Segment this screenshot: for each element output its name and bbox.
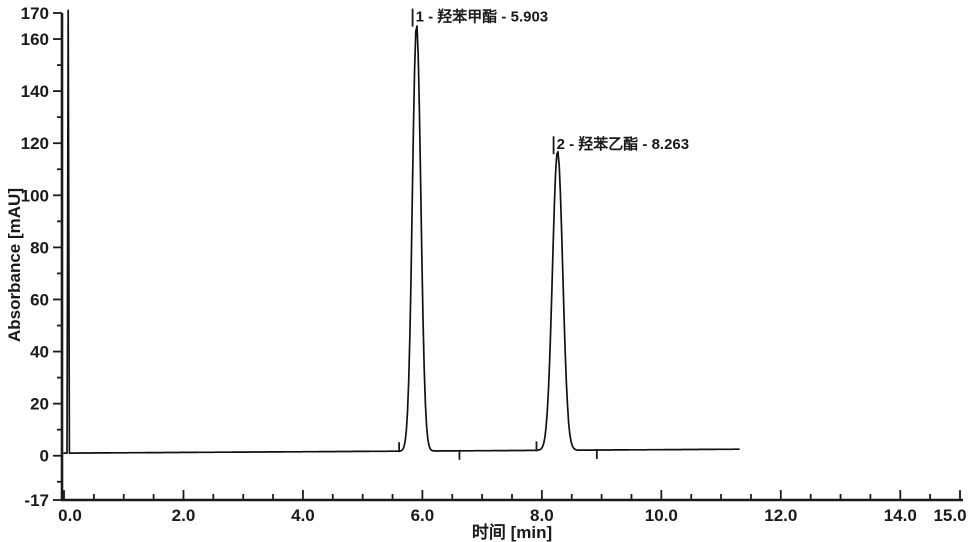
- y-axis-tick-label: 160: [21, 30, 49, 49]
- x-axis-tick-label: 4.0: [291, 506, 315, 525]
- peak1-label: 1 - 羟苯甲酯 - 5.903: [416, 8, 549, 26]
- x-axis-tick-label: 12.0: [764, 506, 797, 525]
- chromatogram-trace: [63, 9, 740, 454]
- y-axis-tick-label: 40: [30, 343, 49, 362]
- peak-annotations: 1 - 羟苯甲酯 - 5.903 2 - 羟苯乙酯 - 8.263: [411, 8, 690, 155]
- x-axis-tick-label: 0.0: [58, 506, 82, 525]
- y-axis-title: Absorbance [mAU]: [5, 188, 24, 342]
- y-axis-tick-label: 20: [30, 395, 49, 414]
- y-axis-tick-label: 80: [30, 238, 49, 257]
- axes: 170 160 140 120 100 80 60 40 20 0 -17 0.0 2.0 4.0 6.0 8…: [21, 4, 967, 525]
- y-axis-tick-label: 120: [21, 134, 49, 153]
- y-axis-tick-label: 100: [21, 186, 49, 205]
- x-axis-tick-label: 6.0: [411, 506, 435, 525]
- y-axis-tick-label: -17: [24, 491, 49, 510]
- y-axis-tick-label: 140: [21, 82, 49, 101]
- x-axis-tick-label: 15.0: [933, 506, 966, 525]
- y-axis-tick-label: 0: [40, 447, 49, 466]
- x-axis-title: 时间 [min]: [472, 522, 552, 542]
- x-axis-tick-label: 8.0: [530, 506, 554, 525]
- x-axis-tick-label: 14.0: [884, 506, 917, 525]
- peak2-label: 2 - 羟苯乙酯 - 8.263: [557, 135, 690, 153]
- y-axis-tick-label: 60: [30, 290, 49, 309]
- integration-marks: [398, 441, 598, 460]
- x-axis-tick-label: 2.0: [172, 506, 196, 525]
- x-axis-tick-label: 10.0: [645, 506, 678, 525]
- y-axis-tick-label: 170: [21, 4, 49, 23]
